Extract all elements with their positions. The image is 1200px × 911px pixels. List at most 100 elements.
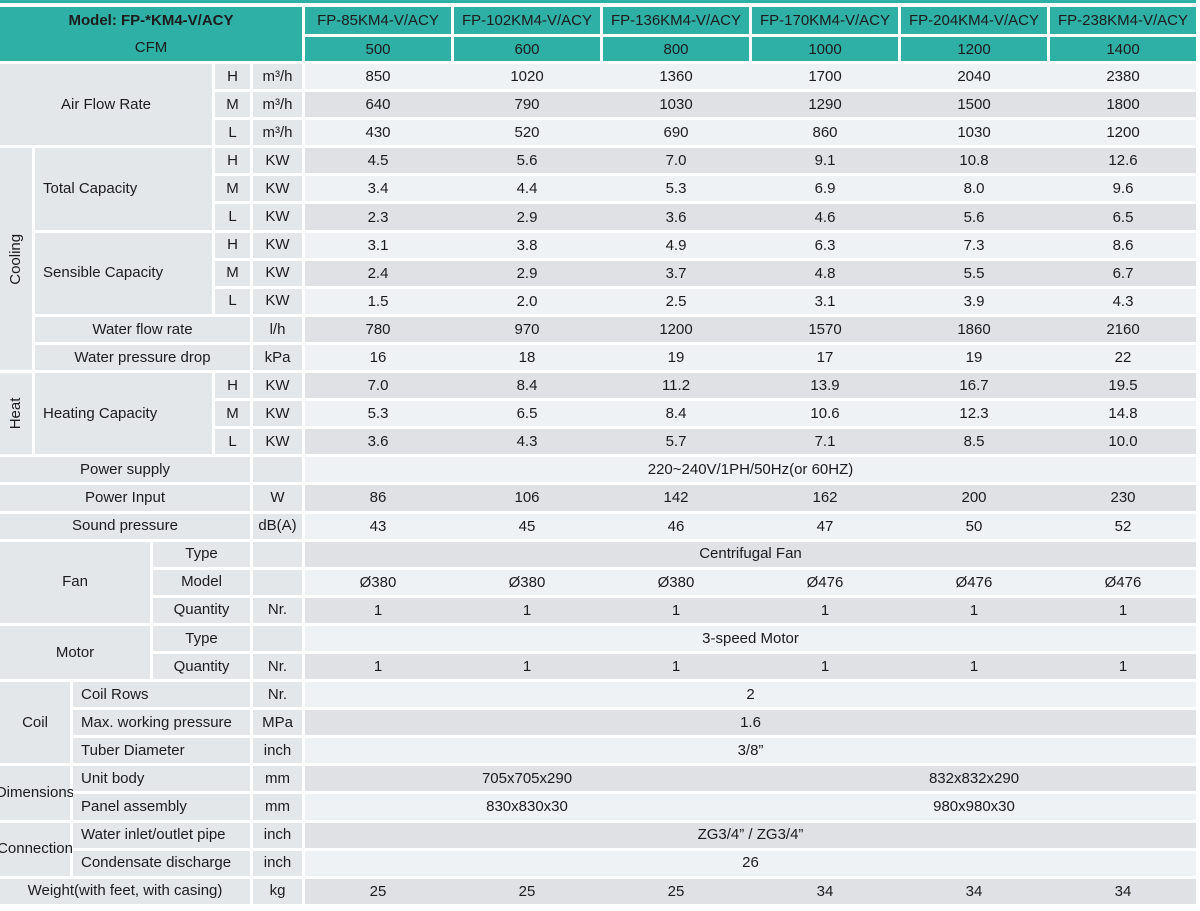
- value-cell: 850: [305, 64, 451, 90]
- value-cell: 6.5: [1050, 204, 1196, 230]
- sensible-capacity-h-values: 3.1 3.8 4.9 6.3 7.3 8.6: [305, 232, 1196, 258]
- value-cell: 9.1: [752, 148, 898, 174]
- value-cell: 4.3: [454, 429, 600, 455]
- unit-body-left-value: 705x705x290: [305, 766, 749, 792]
- unit-body-label: Unit body: [73, 766, 250, 792]
- speed-label: L: [215, 120, 250, 146]
- value-cell: 2.9: [454, 204, 600, 230]
- weight-label: Weight(with feet, with casing): [0, 878, 250, 904]
- sensible-capacity-m-values: 2.4 2.9 3.7 4.8 5.5 6.7: [305, 260, 1196, 286]
- cfm-value-cell: 1400: [1050, 37, 1196, 61]
- total-capacity-h-values: 4.5 5.6 7.0 9.1 10.8 12.6: [305, 148, 1196, 174]
- value-cell: 2160: [1050, 316, 1196, 342]
- heating-capacity-label: Heating Capacity: [35, 373, 212, 455]
- value-cell: 10.6: [752, 401, 898, 427]
- value-cell: 4.8: [752, 260, 898, 286]
- connection-group-label: Connection: [0, 822, 73, 876]
- value-cell: Ø380: [603, 569, 749, 595]
- unit-cell: KW: [253, 288, 302, 314]
- value-cell: 86: [305, 485, 451, 511]
- value-cell: 6.5: [454, 401, 600, 427]
- unit-cell: mm: [253, 794, 302, 820]
- condensate-value: 26: [305, 850, 1196, 876]
- cooling-group-label: Cooling: [0, 148, 32, 371]
- speed-label: H: [215, 148, 250, 174]
- value-cell: 1700: [752, 64, 898, 90]
- weight-values: 25 25 25 34 34 34: [305, 878, 1196, 904]
- value-cell: 520: [454, 120, 600, 146]
- unit-cell: KW: [253, 204, 302, 230]
- panel-assembly-right-value: 980x980x30: [752, 794, 1196, 820]
- unit-cell: KW: [253, 232, 302, 258]
- value-cell: 4.4: [454, 176, 600, 202]
- model-column-header: FP-136KM4-V/ACY: [603, 7, 749, 34]
- sensible-capacity-label: Sensible Capacity: [35, 232, 212, 314]
- value-cell: 2.9: [454, 260, 600, 286]
- value-cell: 1020: [454, 64, 600, 90]
- tuber-diameter-value: 3/8”: [305, 738, 1196, 764]
- condensate-label: Condensate discharge: [73, 850, 250, 876]
- unit-cell-empty: [253, 541, 302, 567]
- value-cell: 50: [901, 513, 1047, 539]
- unit-cell: KW: [253, 373, 302, 399]
- value-cell: 1800: [1050, 92, 1196, 118]
- value-cell: 14.8: [1050, 401, 1196, 427]
- value-cell: 2.0: [454, 288, 600, 314]
- coil-rows-label: Coil Rows: [73, 682, 250, 708]
- water-flow-rate-values: 780 970 1200 1570 1860 2160: [305, 316, 1196, 342]
- value-cell: 6.3: [752, 232, 898, 258]
- unit-cell: m³/h: [253, 92, 302, 118]
- value-cell: 4.3: [1050, 288, 1196, 314]
- air-flow-label: Air Flow Rate: [0, 64, 212, 146]
- value-cell: Ø380: [454, 569, 600, 595]
- spec-table: Model: FP-*KM4-V/ACY CFM FP-85KM4-V/ACY F…: [0, 7, 1196, 904]
- value-cell: 52: [1050, 513, 1196, 539]
- panel-assembly-label: Panel assembly: [73, 794, 250, 820]
- value-cell: 4.9: [603, 232, 749, 258]
- unit-cell: l/h: [253, 316, 302, 342]
- value-cell: 2380: [1050, 64, 1196, 90]
- unit-cell: inch: [253, 850, 302, 876]
- value-cell: 142: [603, 485, 749, 511]
- value-cell: 106: [454, 485, 600, 511]
- value-cell: Ø380: [305, 569, 451, 595]
- value-cell: 2.4: [305, 260, 451, 286]
- total-capacity-label: Total Capacity: [35, 148, 212, 230]
- speed-label: M: [215, 176, 250, 202]
- value-cell: 8.6: [1050, 232, 1196, 258]
- tuber-diameter-label: Tuber Diameter: [73, 738, 250, 764]
- unit-cell: kPa: [253, 344, 302, 371]
- top-accent-strip: [0, 0, 1196, 3]
- motor-type-value: 3-speed Motor: [305, 625, 1196, 651]
- value-cell: 7.3: [901, 232, 1047, 258]
- value-cell: 1200: [603, 316, 749, 342]
- value-cell: 7.1: [752, 429, 898, 455]
- value-cell: 3.7: [603, 260, 749, 286]
- value-cell: 1: [901, 597, 1047, 623]
- unit-body-right-value: 832x832x290: [752, 766, 1196, 792]
- value-cell: 1200: [1050, 120, 1196, 146]
- power-supply-value: 220~240V/1PH/50Hz(or 60HZ): [305, 457, 1196, 483]
- value-cell: 8.0: [901, 176, 1047, 202]
- value-cell: 1360: [603, 64, 749, 90]
- value-cell: 3.1: [752, 288, 898, 314]
- total-capacity-m-values: 3.4 4.4 5.3 6.9 8.0 9.6: [305, 176, 1196, 202]
- water-pipe-value: ZG3/4” / ZG3/4”: [305, 822, 1196, 848]
- value-cell: 640: [305, 92, 451, 118]
- value-cell: 7.0: [305, 373, 451, 399]
- dimensions-group-label: Dimensions: [0, 766, 74, 820]
- water-pressure-drop-values: 16 18 19 17 19 22: [305, 344, 1196, 371]
- unit-cell: Nr.: [253, 653, 302, 680]
- value-cell: 1030: [901, 120, 1047, 146]
- unit-cell: KW: [253, 148, 302, 174]
- unit-cell: MPa: [253, 710, 302, 736]
- value-cell: 5.3: [305, 401, 451, 427]
- unit-cell: inch: [253, 822, 302, 848]
- value-cell: 4.6: [752, 204, 898, 230]
- value-cell: 1570: [752, 316, 898, 342]
- speed-label: M: [215, 260, 250, 286]
- unit-cell: W: [253, 485, 302, 511]
- unit-cell: dB(A): [253, 513, 302, 539]
- value-cell: 162: [752, 485, 898, 511]
